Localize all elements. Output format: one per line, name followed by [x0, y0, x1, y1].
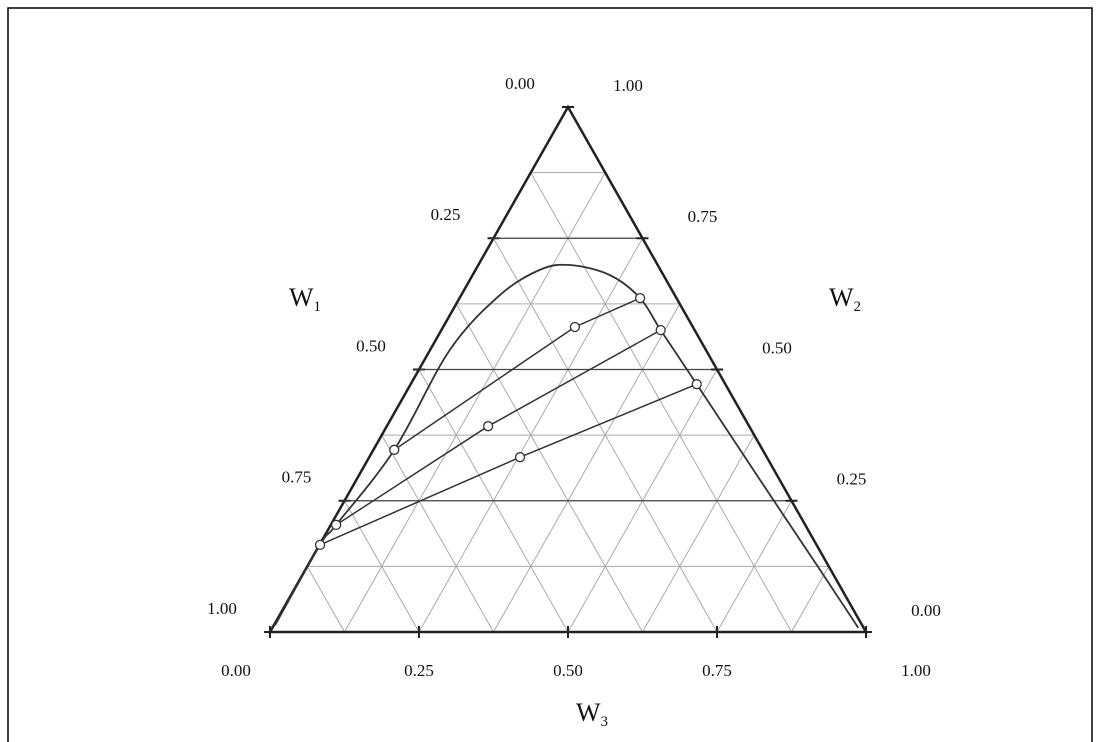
grid-line — [382, 435, 494, 632]
tie-line — [394, 298, 640, 450]
axis-label-sub: 1 — [314, 299, 322, 315]
axis-label-sub: 2 — [854, 299, 862, 315]
w2-tick-label: 0.50 — [762, 338, 792, 357]
grid-line — [531, 173, 792, 632]
axis-label-base: W — [289, 283, 314, 312]
axis-label-sub: 3 — [601, 714, 609, 730]
axis-label-base: W — [829, 283, 854, 312]
tie-line — [320, 384, 697, 545]
tie-point — [656, 326, 665, 335]
tie-point — [332, 520, 341, 529]
tie-point — [390, 445, 399, 454]
axis-label: W1 — [289, 283, 321, 315]
tie-point — [484, 422, 493, 431]
axis-label: W3 — [576, 698, 608, 730]
w1-tick-label: 0.75 — [282, 468, 312, 487]
w3-tick-label: 0.50 — [553, 661, 583, 680]
tie-point — [570, 322, 579, 331]
axis-label-base: W — [576, 698, 601, 727]
w3-tick-label: 0.25 — [404, 661, 434, 680]
grid-line — [345, 173, 606, 632]
grid-line — [307, 566, 344, 632]
tie-point — [516, 453, 525, 462]
w3-tick-label: 0.00 — [221, 661, 251, 680]
w2-tick-label: 0.00 — [911, 601, 941, 620]
tie-point — [316, 540, 325, 549]
chart: 0.00 0.25 0.50 0.75 1.00 1.00 0.75 0.50 0.25 0.00… — [0, 0, 1100, 742]
grid-line — [456, 304, 642, 632]
w1-tick-label: 1.00 — [207, 599, 237, 618]
w1-tick-label: 0.00 — [505, 74, 535, 93]
binodal-curve — [275, 265, 858, 628]
w3-tick-label: 0.75 — [702, 661, 732, 680]
w2-tick-label: 0.75 — [688, 207, 718, 226]
axis-label: W2 — [829, 283, 861, 315]
w3-tick-label: 1.00 — [901, 661, 931, 680]
w2-tick-label: 0.25 — [837, 470, 867, 489]
w1-tick-label: 0.25 — [431, 205, 461, 224]
grid-line — [494, 304, 680, 632]
tie-point — [692, 380, 701, 389]
w1-tick-label: 0.50 — [356, 336, 386, 355]
tie-point — [636, 294, 645, 303]
w2-tick-label: 1.00 — [613, 76, 643, 95]
grid-line — [643, 435, 755, 632]
